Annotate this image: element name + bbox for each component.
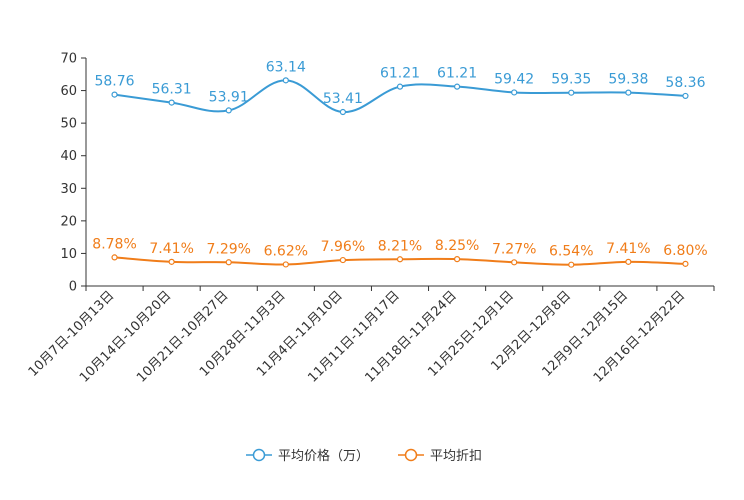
legend-label: 平均折扣 (430, 449, 482, 464)
data-point[interactable] (225, 107, 232, 114)
data-point[interactable] (568, 89, 575, 96)
data-label: 8.78% (92, 236, 136, 252)
data-label: 6.80% (663, 243, 707, 259)
data-point[interactable] (396, 83, 404, 90)
data-label: 8.25% (435, 238, 479, 254)
legend-item-0[interactable]: 平均价格（万） (246, 448, 369, 464)
y-tick-label: 0 (69, 280, 77, 295)
data-point[interactable] (339, 256, 347, 264)
data-point[interactable] (453, 83, 461, 90)
data-label: 61.21 (380, 66, 420, 82)
data-label: 59.42 (494, 71, 534, 87)
legend[interactable]: 平均价格（万） 平均折扣 (246, 448, 482, 464)
data-label: 6.54% (549, 244, 593, 260)
data-point[interactable] (682, 92, 689, 100)
data-point[interactable] (568, 261, 575, 268)
data-point[interactable] (453, 256, 461, 263)
data-label: 56.31 (152, 82, 192, 98)
y-tick-label: 20 (60, 214, 77, 229)
series-line-0 (114, 79, 686, 114)
legend-marker (404, 448, 418, 462)
data-point[interactable] (168, 258, 175, 265)
data-label: 63.14 (266, 59, 306, 75)
data-label: 58.36 (665, 75, 705, 91)
y-tick-label: 40 (60, 149, 77, 164)
legend-item-1[interactable]: 平均折扣 (398, 448, 482, 464)
y-tick-label: 10 (60, 247, 77, 262)
data-label: 58.76 (94, 74, 134, 90)
data-point[interactable] (682, 260, 689, 267)
data-labels: 58.76 56.31 53.91 63.14 53.41 61.21 61.21 59.42… (92, 59, 707, 259)
data-point[interactable] (111, 91, 118, 98)
data-point[interactable] (111, 254, 118, 261)
data-point[interactable] (625, 89, 632, 96)
data-point[interactable] (396, 256, 404, 263)
data-point[interactable] (511, 89, 518, 96)
data-label: 7.96% (321, 239, 365, 255)
data-label: 61.21 (437, 66, 477, 82)
data-point[interactable] (625, 258, 632, 265)
data-label: 59.35 (551, 72, 591, 88)
y-tick-label: 70 (60, 52, 77, 67)
data-label: 7.27% (492, 241, 536, 257)
data-point[interactable] (225, 259, 232, 266)
data-label: 59.38 (608, 72, 648, 88)
data-point[interactable] (282, 77, 289, 84)
legend-marker (252, 448, 266, 462)
data-label: 7.41% (606, 241, 650, 257)
data-label: 7.29% (206, 241, 250, 257)
data-label: 53.91 (209, 89, 249, 105)
y-tick-label: 50 (60, 117, 77, 132)
data-point[interactable] (168, 99, 175, 106)
data-label: 6.62% (264, 243, 308, 259)
data-point[interactable] (282, 261, 289, 268)
data-label: 53.41 (323, 91, 363, 107)
y-tick-label: 60 (60, 84, 77, 99)
data-label: 7.41% (149, 241, 193, 257)
data-label: 8.21% (378, 238, 422, 254)
data-point[interactable] (511, 259, 518, 266)
series-points (111, 77, 689, 268)
series-lines (114, 79, 686, 266)
y-tick-label: 30 (60, 182, 77, 197)
data-point[interactable] (339, 108, 347, 116)
legend-label: 平均价格（万） (278, 448, 369, 464)
